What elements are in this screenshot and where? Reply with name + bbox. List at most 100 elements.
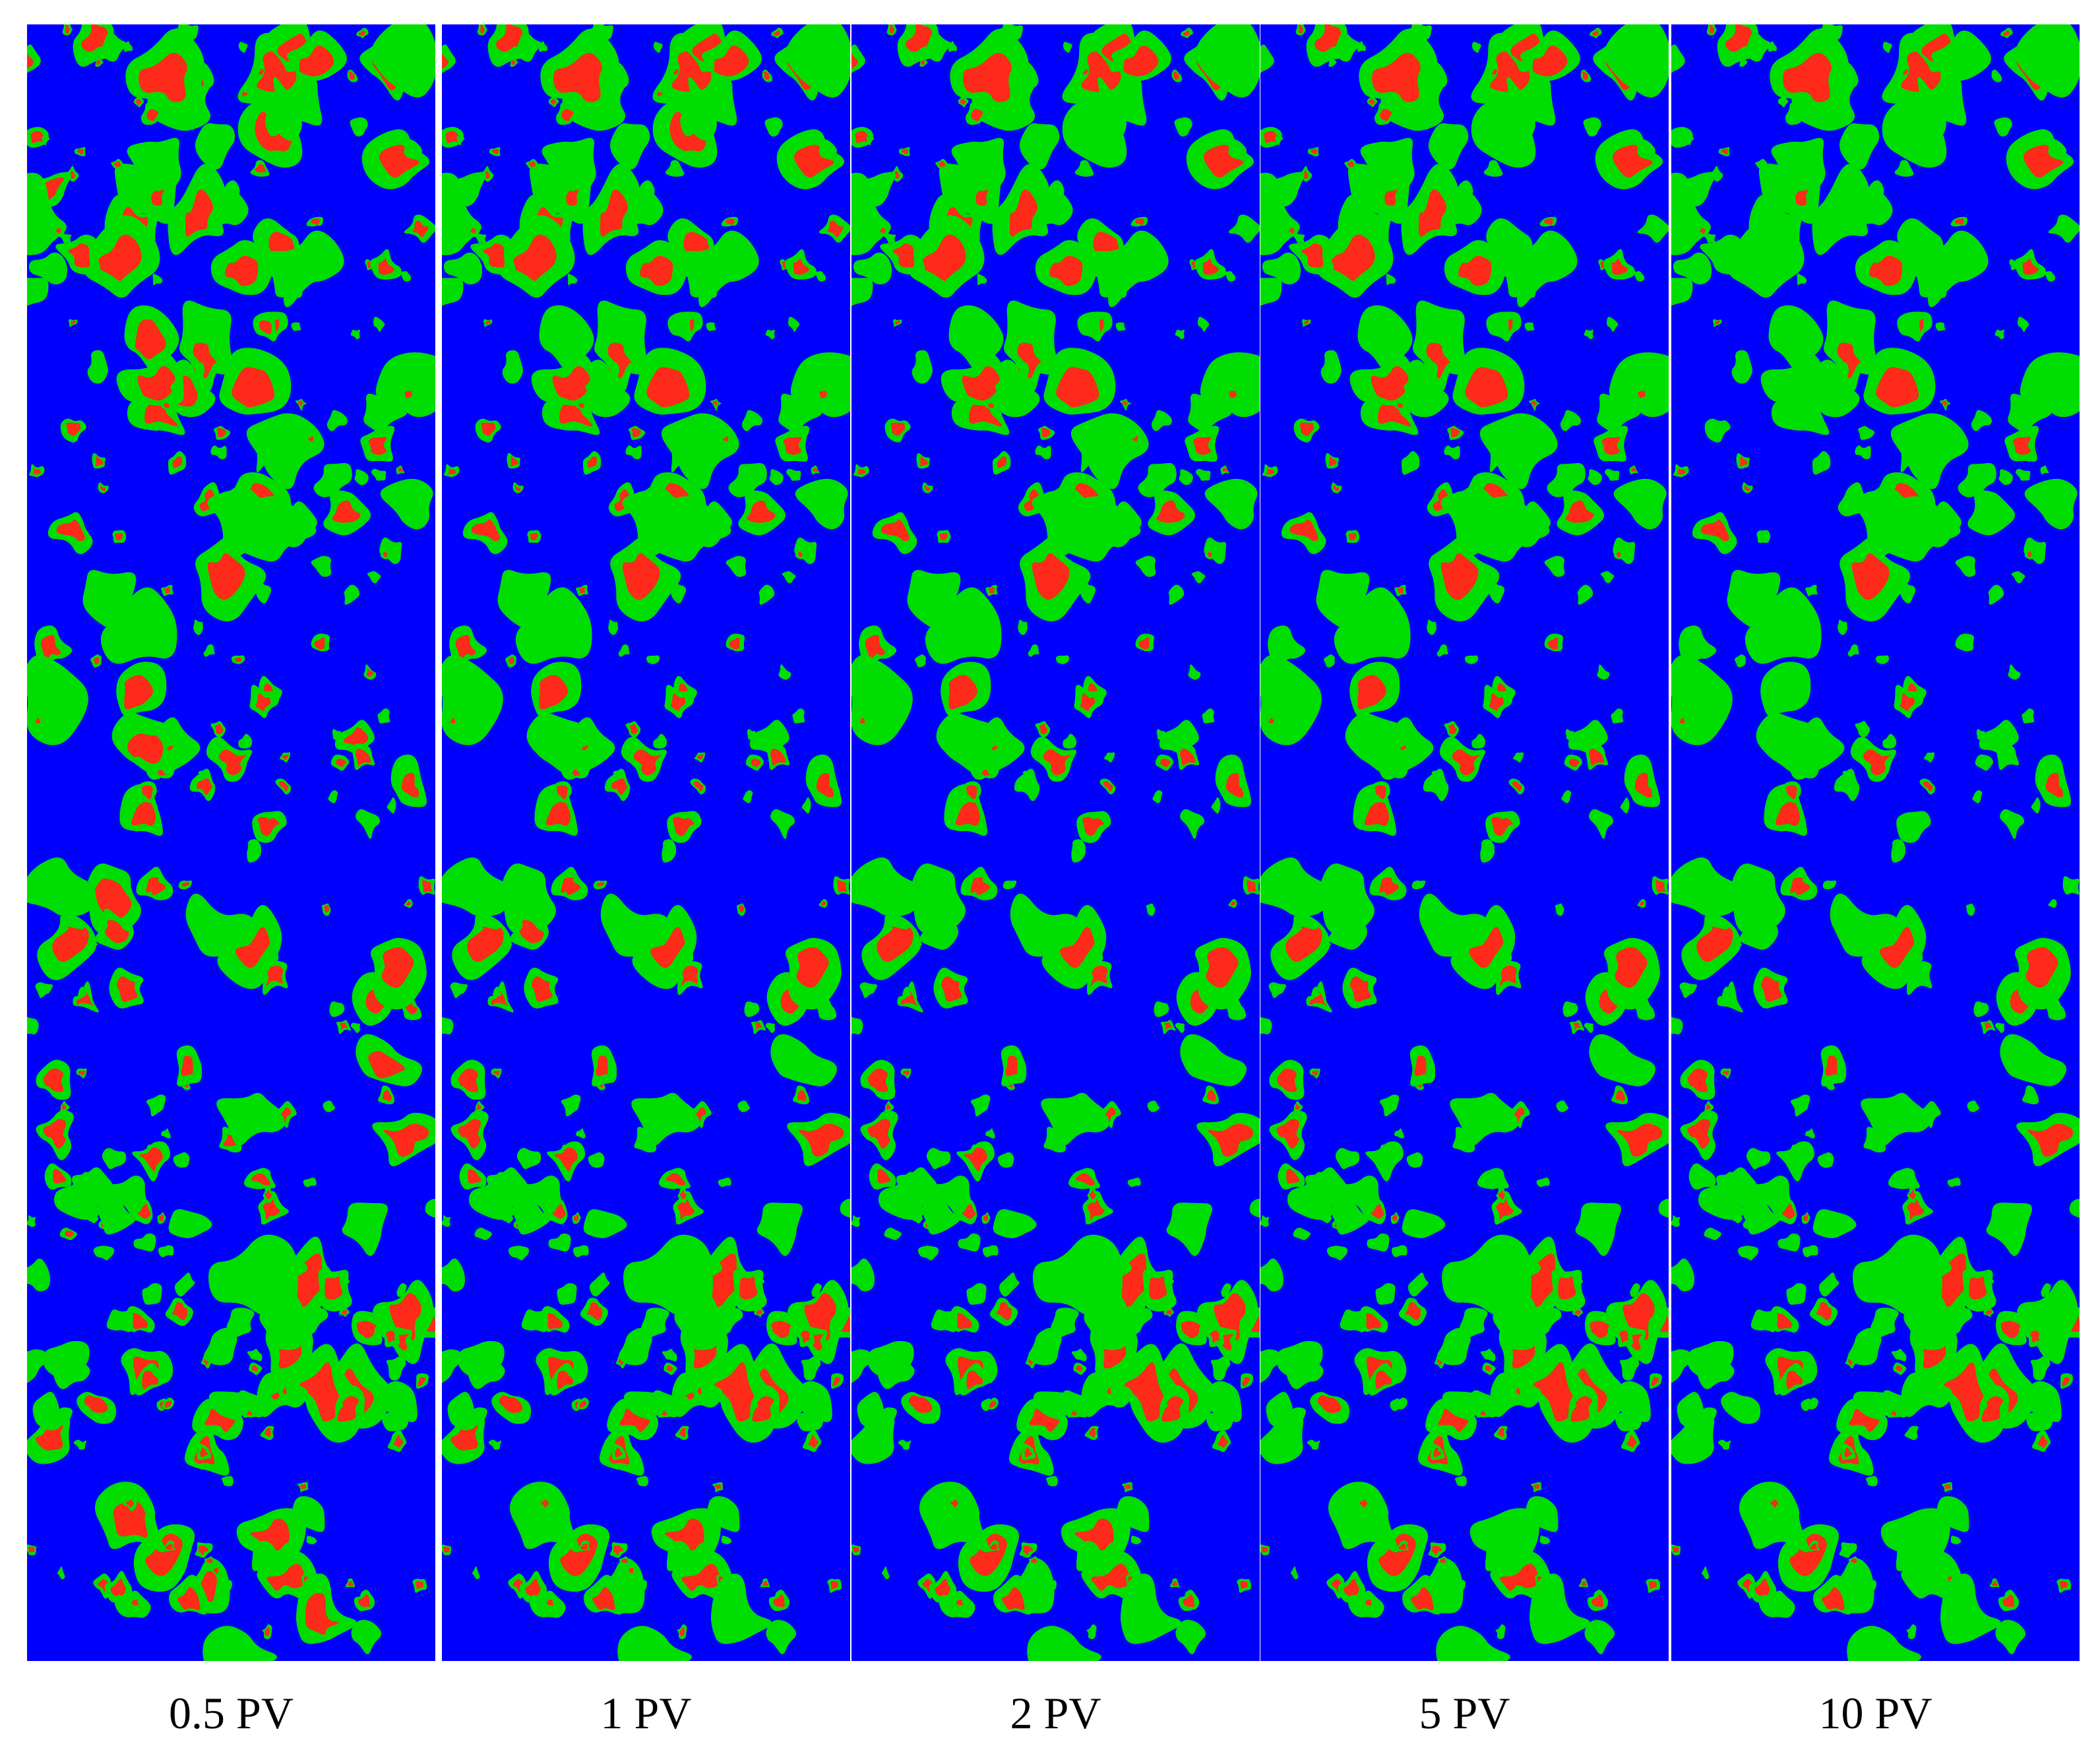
red-phase bbox=[404, 390, 412, 398]
green-phase bbox=[1529, 1573, 1591, 1644]
red-phase bbox=[1357, 675, 1386, 710]
green-phase bbox=[1731, 350, 1752, 384]
red-phase bbox=[259, 320, 272, 334]
green-phase bbox=[1839, 1542, 1857, 1558]
green-phase bbox=[758, 584, 775, 605]
green-phase bbox=[516, 1148, 541, 1170]
red-phase bbox=[508, 656, 514, 664]
green-phase bbox=[1328, 908, 1368, 950]
green-phase bbox=[770, 809, 795, 839]
green-phase bbox=[1391, 1245, 1407, 1257]
green-phase bbox=[1991, 69, 2002, 82]
green-phase bbox=[1268, 982, 1286, 998]
red-phase bbox=[1512, 781, 1522, 792]
green-phase bbox=[966, 1283, 987, 1305]
green-phase bbox=[884, 1228, 902, 1240]
red-phase bbox=[879, 228, 886, 234]
green-phase bbox=[919, 1482, 989, 1553]
red-phase bbox=[32, 467, 42, 476]
panel-label: 2 PV bbox=[1010, 1688, 1101, 1738]
red-phase bbox=[611, 778, 627, 795]
green-phase bbox=[1305, 1167, 1347, 1207]
green-phase bbox=[1812, 1209, 1857, 1239]
green-phase bbox=[1051, 1307, 1079, 1338]
green-phase bbox=[400, 271, 412, 282]
green-phase bbox=[1805, 401, 1815, 410]
green-phase bbox=[1260, 1349, 1280, 1383]
green-phase bbox=[1894, 160, 1914, 177]
green-phase bbox=[919, 908, 959, 950]
red-phase bbox=[1156, 500, 1185, 523]
red-phase bbox=[1592, 30, 1599, 36]
green-phase bbox=[1584, 329, 1594, 340]
red-phase bbox=[266, 965, 284, 987]
red-phase bbox=[751, 759, 761, 767]
green-phase bbox=[1081, 1372, 1132, 1418]
green-phase bbox=[442, 857, 511, 917]
red-phase bbox=[747, 500, 776, 523]
green-phase bbox=[1063, 734, 1077, 749]
red-phase bbox=[398, 466, 403, 472]
red-phase bbox=[1565, 500, 1594, 523]
red-phase bbox=[1770, 1499, 1779, 1508]
green-phase bbox=[1923, 752, 1935, 763]
red-phase bbox=[1041, 427, 1051, 437]
red-phase bbox=[693, 781, 704, 792]
red-phase bbox=[1264, 131, 1279, 143]
green-phase bbox=[1998, 469, 2013, 485]
red-phase bbox=[1165, 1309, 1172, 1315]
green-phase bbox=[653, 42, 663, 53]
red-phase bbox=[1880, 927, 1915, 968]
green-phase bbox=[687, 258, 718, 298]
red-phase bbox=[670, 693, 686, 711]
green-phase bbox=[1175, 329, 1185, 340]
red-phase bbox=[722, 436, 729, 442]
red-phase bbox=[43, 1119, 66, 1149]
red-phase bbox=[1173, 71, 1179, 80]
green-phase bbox=[1742, 1193, 1780, 1235]
red-phase bbox=[650, 927, 685, 968]
red-phase bbox=[752, 1396, 774, 1422]
red-phase bbox=[217, 427, 226, 437]
red-phase bbox=[131, 801, 156, 827]
red-phase bbox=[997, 1302, 1012, 1321]
green-phase bbox=[1671, 1349, 1691, 1383]
green-phase bbox=[344, 584, 360, 605]
red-phase bbox=[859, 717, 865, 724]
green-phase bbox=[1994, 117, 2012, 137]
red-phase bbox=[596, 882, 605, 887]
green-phase bbox=[1411, 880, 1426, 890]
green-phase bbox=[1717, 1439, 1731, 1450]
red-phase bbox=[385, 1331, 396, 1343]
green-phase bbox=[1739, 1482, 1809, 1553]
green-phase bbox=[1480, 839, 1495, 863]
green-phase bbox=[1717, 981, 1743, 1013]
red-phase bbox=[1365, 1599, 1373, 1606]
red-phase bbox=[939, 533, 948, 541]
red-phase bbox=[1369, 98, 1375, 106]
red-phase bbox=[738, 904, 745, 913]
red-phase bbox=[1469, 927, 1504, 968]
red-phase bbox=[401, 772, 419, 798]
green-phase bbox=[1335, 1148, 1360, 1170]
green-phase bbox=[1727, 215, 1805, 298]
red-phase bbox=[530, 533, 538, 541]
red-phase bbox=[983, 1214, 989, 1222]
green-phase bbox=[2011, 571, 2025, 584]
red-phase bbox=[332, 500, 361, 523]
red-phase bbox=[935, 1579, 950, 1596]
green-phase bbox=[1138, 462, 1177, 497]
green-phase bbox=[851, 1258, 875, 1292]
red-phase bbox=[1533, 1362, 1576, 1422]
red-phase bbox=[989, 1544, 999, 1550]
red-phase bbox=[554, 1147, 578, 1172]
red-phase bbox=[1706, 1104, 1711, 1110]
green-phase bbox=[1260, 1017, 1272, 1035]
red-phase bbox=[198, 1546, 208, 1555]
green-phase bbox=[442, 278, 464, 306]
green-phase bbox=[557, 1283, 577, 1305]
green-phase bbox=[1822, 880, 1837, 890]
red-phase bbox=[1480, 1410, 1486, 1416]
red-phase bbox=[1379, 877, 1400, 895]
red-phase bbox=[622, 553, 660, 600]
